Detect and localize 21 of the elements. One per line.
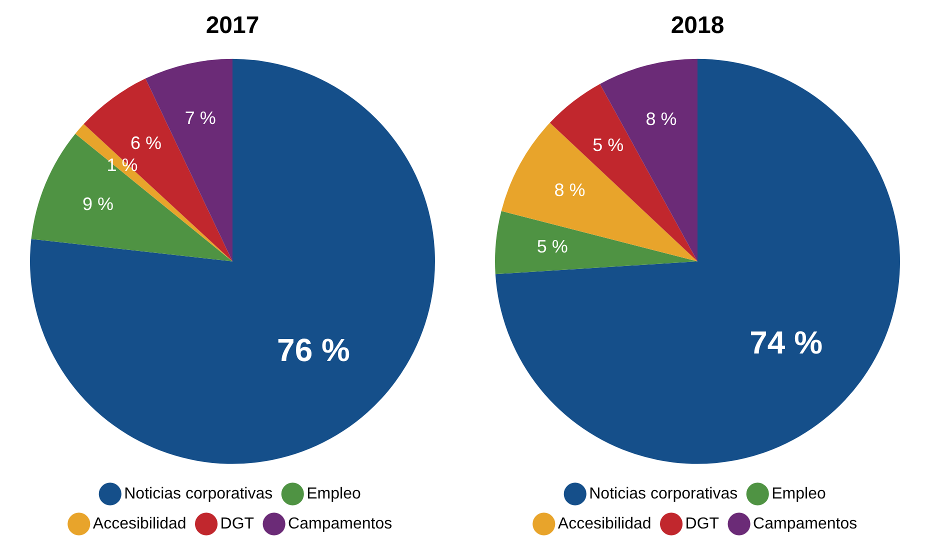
- legend-label: Campamentos: [288, 515, 392, 532]
- legend-label: Empleo: [772, 485, 826, 502]
- data-label: 8 %: [554, 180, 586, 200]
- data-label: 74 %: [750, 324, 823, 360]
- data-label: 76 %: [277, 332, 350, 368]
- chart-title: 2017: [206, 12, 260, 40]
- data-label: 9 %: [82, 194, 114, 214]
- data-label: 5 %: [536, 236, 568, 257]
- legend-label: Noticias corporativas: [589, 485, 738, 502]
- data-label: 5 %: [592, 135, 624, 156]
- legend-label: Accesibilidad: [92, 515, 186, 532]
- legend-label: Accesibilidad: [558, 515, 652, 532]
- data-label: 7 %: [184, 108, 216, 128]
- legend-label: DGT: [685, 515, 720, 532]
- legend-label: Empleo: [306, 485, 361, 502]
- legend-label: DGT: [220, 515, 254, 532]
- data-label: 6 %: [130, 132, 162, 153]
- data-label: 8 %: [646, 109, 677, 130]
- legend-label: Noticias corporativas: [124, 485, 273, 502]
- chart-title: 2018: [670, 12, 724, 40]
- legend-label: Campamentos: [753, 515, 858, 532]
